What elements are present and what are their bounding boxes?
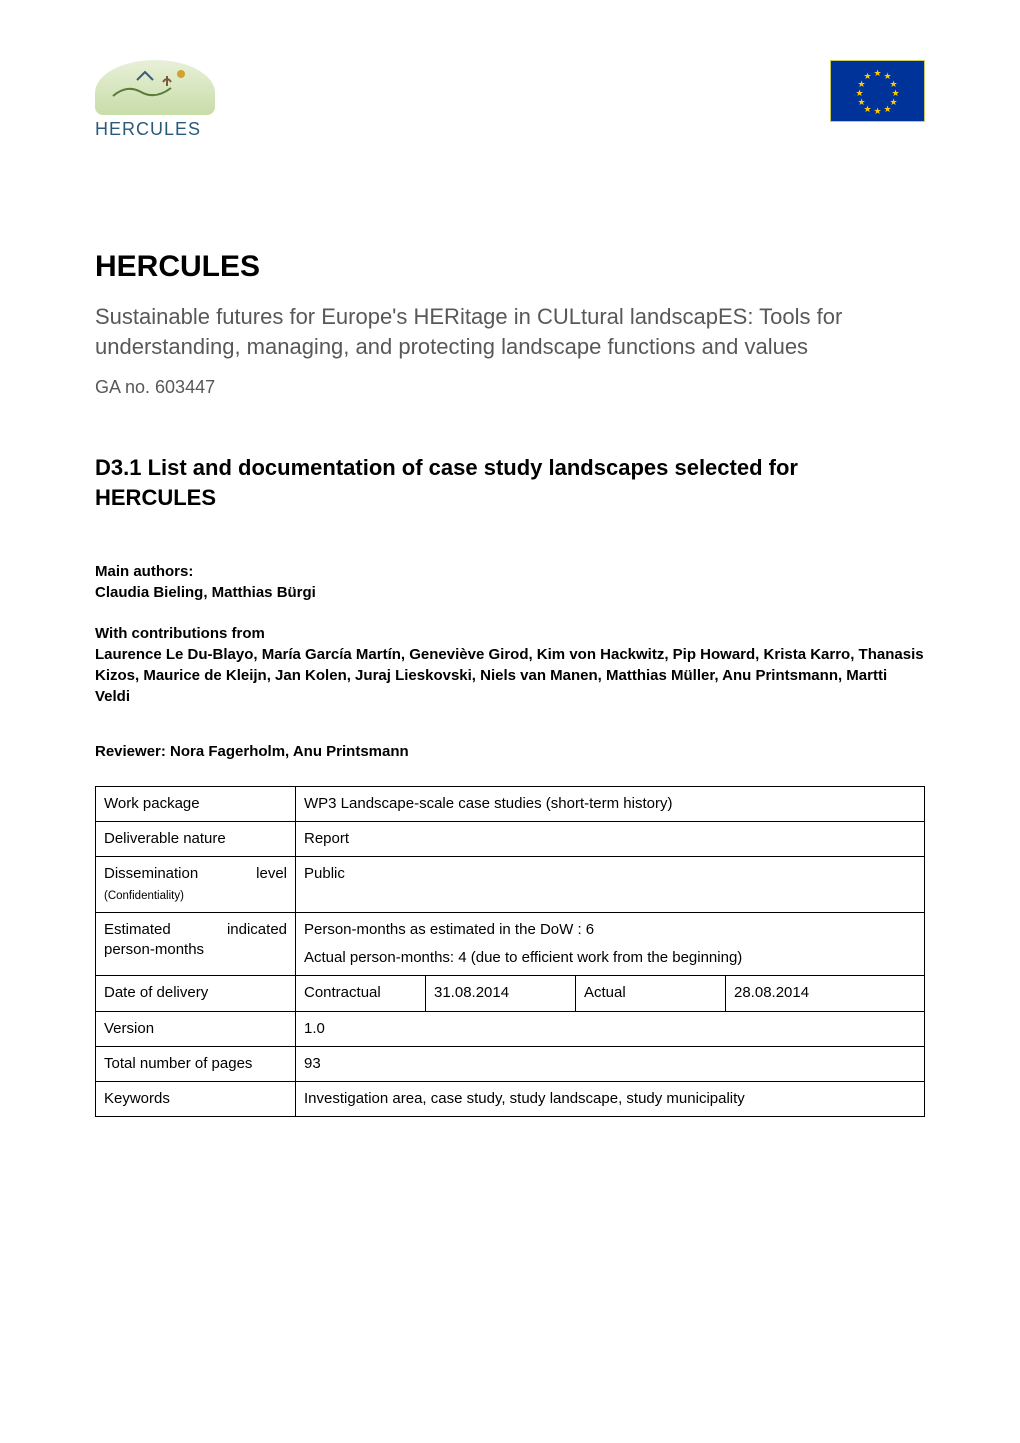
table-row: Total number of pages 93 — [96, 1046, 925, 1081]
authors-block: Main authors: Claudia Bieling, Matthias … — [95, 561, 925, 603]
version-label: Version — [96, 1011, 296, 1046]
dissemination-label: Dissemination level (Confidentiality) — [96, 857, 296, 913]
person-months-value-line2: Actual person-months: 4 (due to efficien… — [304, 948, 916, 968]
authors-names: Claudia Bieling, Matthias Bürgi — [95, 582, 925, 603]
metadata-table: Work package WP3 Landscape-scale case st… — [95, 786, 925, 1118]
deliverable-nature-label: Deliverable nature — [96, 822, 296, 857]
work-package-value: WP3 Landscape-scale case studies (short-… — [296, 786, 925, 821]
table-row: Date of delivery Contractual 31.08.2014 … — [96, 976, 925, 1011]
dissemination-value: Public — [296, 857, 925, 913]
date-delivery-actual-value: 28.08.2014 — [726, 976, 925, 1011]
deliverable-nature-value: Report — [296, 822, 925, 857]
date-delivery-actual-label: Actual — [576, 976, 726, 1011]
table-row: Dissemination level (Confidentiality) Pu… — [96, 857, 925, 913]
contributions-label: With contributions from — [95, 623, 925, 644]
contributions-block: With contributions from Laurence Le Du-B… — [95, 623, 925, 707]
ga-number: GA no. 603447 — [95, 377, 925, 398]
person-months-label-line2: person-months — [104, 941, 204, 958]
project-subtitle: Sustainable futures for Europe's HERitag… — [95, 302, 925, 361]
dissemination-label-word1: Dissemination — [104, 864, 198, 884]
version-value: 1.0 — [296, 1011, 925, 1046]
date-delivery-contractual-label: Contractual — [296, 976, 426, 1011]
total-pages-value: 93 — [296, 1046, 925, 1081]
table-row: Estimated indicated person-months Person… — [96, 912, 925, 976]
keywords-value: Investigation area, case study, study la… — [296, 1082, 925, 1117]
person-months-label-word2: indicated — [227, 920, 287, 940]
work-package-label: Work package — [96, 786, 296, 821]
table-row: Version 1.0 — [96, 1011, 925, 1046]
eu-flag-stars: ★ ★ ★ ★ ★ ★ ★ ★ ★ ★ ★ ★ — [857, 70, 899, 112]
header-row: HERCULES ★ ★ ★ ★ ★ ★ ★ ★ ★ ★ ★ ★ — [95, 60, 925, 140]
table-row: Keywords Investigation area, case study,… — [96, 1082, 925, 1117]
keywords-label: Keywords — [96, 1082, 296, 1117]
person-months-value-line1: Person-months as estimated in the DoW : … — [304, 920, 916, 940]
hercules-logo-mark — [95, 60, 215, 115]
date-delivery-contractual-value: 31.08.2014 — [426, 976, 576, 1011]
contributions-names: Laurence Le Du-Blayo, María García Martí… — [95, 644, 925, 707]
reviewer-line: Reviewer: Nora Fagerholm, Anu Printsmann — [95, 743, 925, 760]
table-row: Work package WP3 Landscape-scale case st… — [96, 786, 925, 821]
person-months-label: Estimated indicated person-months — [96, 912, 296, 976]
hercules-logo-text: HERCULES — [95, 119, 235, 140]
person-months-label-word1: Estimated — [104, 920, 171, 940]
dissemination-label-word2: level — [256, 864, 287, 884]
project-title: HERCULES — [95, 250, 925, 284]
person-months-value: Person-months as estimated in the DoW : … — [296, 912, 925, 976]
deliverable-title: D3.1 List and documentation of case stud… — [95, 453, 925, 512]
authors-label: Main authors: — [95, 561, 925, 582]
dissemination-confidentiality: (Confidentiality) — [104, 890, 184, 902]
table-row: Deliverable nature Report — [96, 822, 925, 857]
hercules-logo: HERCULES — [95, 60, 235, 140]
date-delivery-label: Date of delivery — [96, 976, 296, 1011]
eu-flag: ★ ★ ★ ★ ★ ★ ★ ★ ★ ★ ★ ★ — [830, 60, 925, 122]
total-pages-label: Total number of pages — [96, 1046, 296, 1081]
hercules-logo-svg — [107, 66, 203, 108]
